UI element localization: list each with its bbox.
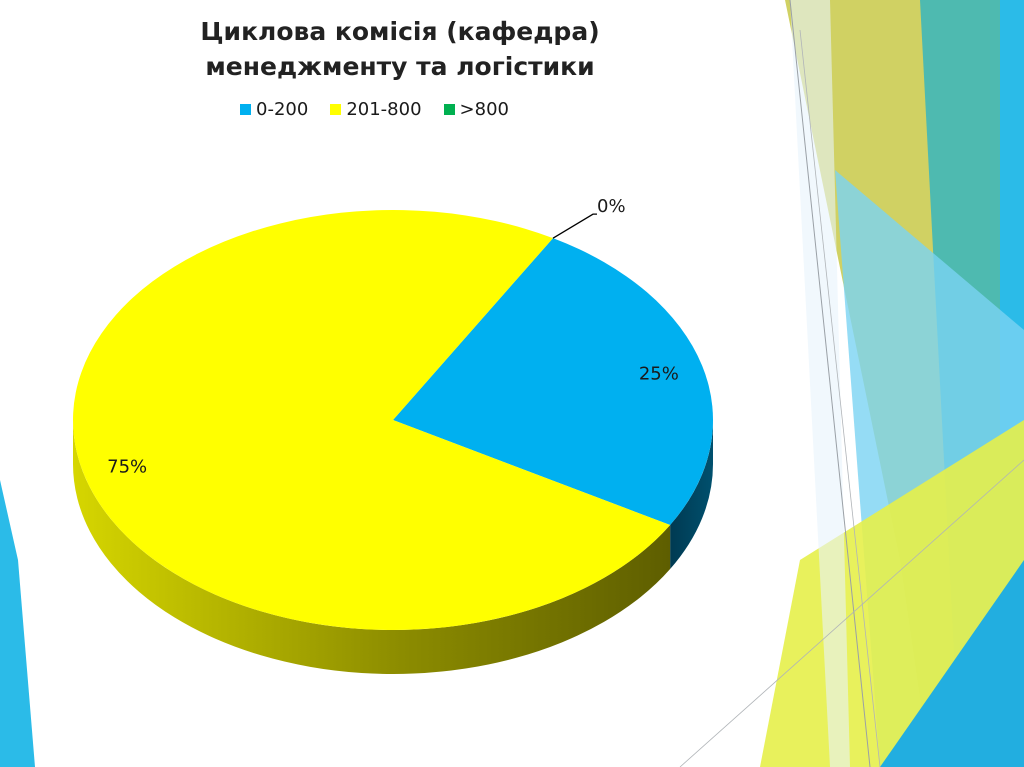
legend-item-0-200: 0-200 — [240, 99, 308, 120]
data-label-201-800: 75% — [107, 457, 147, 478]
chart-title-line-2: менеджменту та логістики — [205, 52, 595, 81]
legend-swatch-over-800 — [443, 104, 455, 115]
legend-label-over-800: >800 — [459, 99, 509, 120]
legend-item-201-800: 201-800 — [330, 99, 422, 120]
pie-top — [72, 209, 713, 630]
chart-title-line-1: Циклова комісія (кафедра) — [200, 17, 600, 46]
pie-slice-201-800 — [72, 209, 671, 630]
legend-item-over-800: >800 — [443, 99, 509, 120]
pie-labels: 25% 75% 0% — [107, 196, 679, 478]
pie-side-201-800 — [73, 420, 671, 674]
chart-title: Циклова комісія (кафедра) менеджменту та… — [150, 14, 650, 84]
pie-slice-0-200 — [393, 238, 713, 526]
legend-label-0-200: 0-200 — [256, 99, 309, 120]
data-label-over-800: 0% — [597, 196, 626, 217]
chart-legend: 0-200 201-800 >800 — [240, 99, 509, 120]
pie-side-0-200 — [670, 420, 713, 569]
leader-line-over-800 — [552, 213, 597, 239]
data-label-0-200: 25% — [639, 363, 679, 384]
legend-swatch-0-200 — [240, 104, 251, 115]
pie-sides — [73, 420, 713, 674]
legend-label-201-800: 201-800 — [346, 99, 422, 120]
legend-swatch-201-800 — [330, 104, 342, 115]
